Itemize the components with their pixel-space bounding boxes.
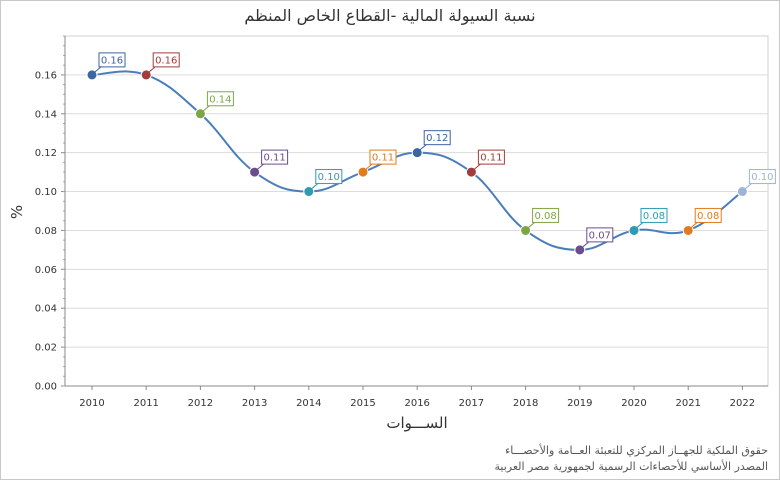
data-label-box	[315, 169, 343, 185]
y-tick-label: 0.02	[35, 343, 57, 354]
x-tick-label: 2010	[79, 398, 104, 409]
data-label-box	[586, 227, 614, 243]
data-label-box	[532, 207, 560, 223]
data-label-connector	[311, 183, 319, 189]
data-point	[249, 166, 261, 178]
data-label-connector	[745, 183, 752, 189]
x-tick-label: 2018	[513, 398, 538, 409]
data-label-connector	[474, 163, 481, 170]
x-axis-label: الســـوات	[386, 414, 448, 432]
data-label-connector	[582, 241, 590, 248]
data-label-box	[477, 149, 505, 165]
x-tick-label: 2016	[404, 398, 429, 409]
data-label: 0.08	[534, 211, 556, 222]
data-label-box	[369, 149, 397, 165]
data-label-connector	[94, 66, 102, 73]
data-label-box	[206, 91, 234, 107]
data-label: 0.11	[263, 153, 285, 164]
data-label: 0.16	[155, 55, 177, 66]
source-line-1: حقوق الملكية للجهــاز المركزي للتعبئة ال…	[505, 444, 768, 457]
data-label-connector	[365, 163, 373, 170]
data-point	[411, 147, 423, 159]
data-label-box	[423, 130, 451, 146]
data-label-box	[640, 207, 668, 223]
data-label-box	[98, 52, 126, 68]
data-label: 0.10	[318, 172, 340, 183]
data-label-box	[152, 52, 180, 68]
x-tick-label: 2013	[242, 398, 267, 409]
x-tick-label: 2022	[730, 398, 755, 409]
data-label: 0.10	[751, 172, 773, 183]
data-label-box	[694, 207, 722, 223]
data-point	[86, 69, 98, 81]
data-label: 0.16	[101, 55, 123, 66]
data-label: 0.12	[426, 133, 448, 144]
data-label-connector	[419, 144, 427, 151]
x-tick-label: 2014	[296, 398, 321, 409]
source-line-2: المصدر الأساسي للأحصاءات الرسمية لجمهوري…	[494, 460, 768, 473]
x-tick-label: 2021	[675, 398, 700, 409]
data-point	[140, 69, 152, 81]
data-label: 0.11	[372, 153, 394, 164]
data-label-box	[748, 169, 776, 185]
x-tick-label: 2019	[567, 398, 592, 409]
y-tick-label: 0.10	[35, 187, 57, 198]
data-label: 0.08	[697, 211, 719, 222]
data-label: 0.07	[589, 230, 611, 241]
data-point	[465, 166, 477, 178]
data-point	[520, 224, 532, 236]
data-point	[736, 186, 748, 198]
data-label-connector	[257, 163, 264, 170]
data-label-connector	[148, 66, 156, 73]
data-point	[682, 224, 694, 236]
data-label-connector	[636, 222, 644, 228]
y-tick-label: 0.06	[35, 265, 57, 276]
x-tick-label: 2017	[459, 398, 484, 409]
y-tick-label: 0.04	[35, 304, 57, 315]
data-point	[574, 244, 586, 256]
data-point	[628, 224, 640, 236]
data-label-connector	[690, 222, 698, 228]
data-point	[357, 166, 369, 178]
y-tick-label: 0.12	[35, 148, 57, 159]
data-label: 0.11	[480, 153, 502, 164]
data-point	[194, 108, 206, 120]
y-tick-label: 0.00	[35, 382, 57, 393]
data-label-box	[261, 149, 289, 165]
x-tick-label: 2011	[133, 398, 158, 409]
chart-title: نسبة السيولة المالية -القطاع الخاص المنظ…	[244, 6, 536, 25]
data-label: 0.14	[209, 94, 231, 105]
data-label: 0.08	[643, 211, 665, 222]
y-tick-label: 0.14	[35, 109, 57, 120]
x-tick-label: 2015	[350, 398, 375, 409]
data-point	[303, 186, 315, 198]
series-line	[91, 70, 743, 251]
data-label-connector	[528, 222, 535, 228]
y-tick-label: 0.08	[35, 226, 57, 237]
y-tick-label: 0.16	[35, 70, 57, 81]
data-label-connector	[203, 105, 210, 112]
x-tick-label: 2012	[188, 398, 213, 409]
x-tick-label: 2020	[621, 398, 646, 409]
